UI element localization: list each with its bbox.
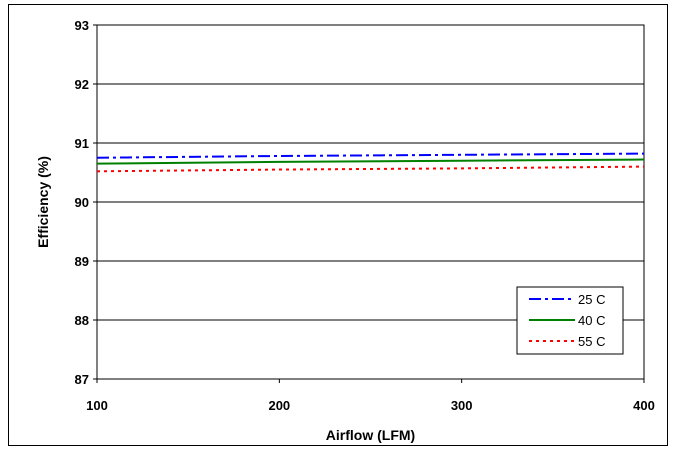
y-tick-label: 89 <box>75 254 89 269</box>
x-axis-title: Airflow (LFM) <box>326 427 415 443</box>
x-tick-label: 100 <box>86 398 108 413</box>
series-line-2 <box>96 165 645 173</box>
y-tick-label: 88 <box>75 313 89 328</box>
legend-label: 25 C <box>578 292 605 307</box>
x-tick-label: 300 <box>451 398 473 413</box>
legend-label: 55 C <box>578 334 605 349</box>
x-tick-label: 200 <box>268 398 290 413</box>
y-tick-label: 87 <box>75 372 89 387</box>
series-group <box>96 152 645 173</box>
chart-frame <box>8 4 668 446</box>
x-tick-labels: 100 200 300 400 <box>86 379 655 413</box>
y-tick-label: 91 <box>75 136 89 151</box>
x-tick-label: 400 <box>633 398 655 413</box>
series-line-0 <box>96 152 645 159</box>
y-axis-title: Efficiency (%) <box>35 156 51 248</box>
legend: 25 C 40 C 55 C <box>516 286 624 355</box>
series-line-1 <box>96 158 645 165</box>
y-tick-label: 93 <box>75 18 89 33</box>
y-tick-labels: 87 88 89 90 91 92 93 <box>75 18 97 387</box>
y-tick-label: 90 <box>75 195 89 210</box>
y-tick-label: 92 <box>75 77 89 92</box>
legend-label: 40 C <box>578 313 605 328</box>
